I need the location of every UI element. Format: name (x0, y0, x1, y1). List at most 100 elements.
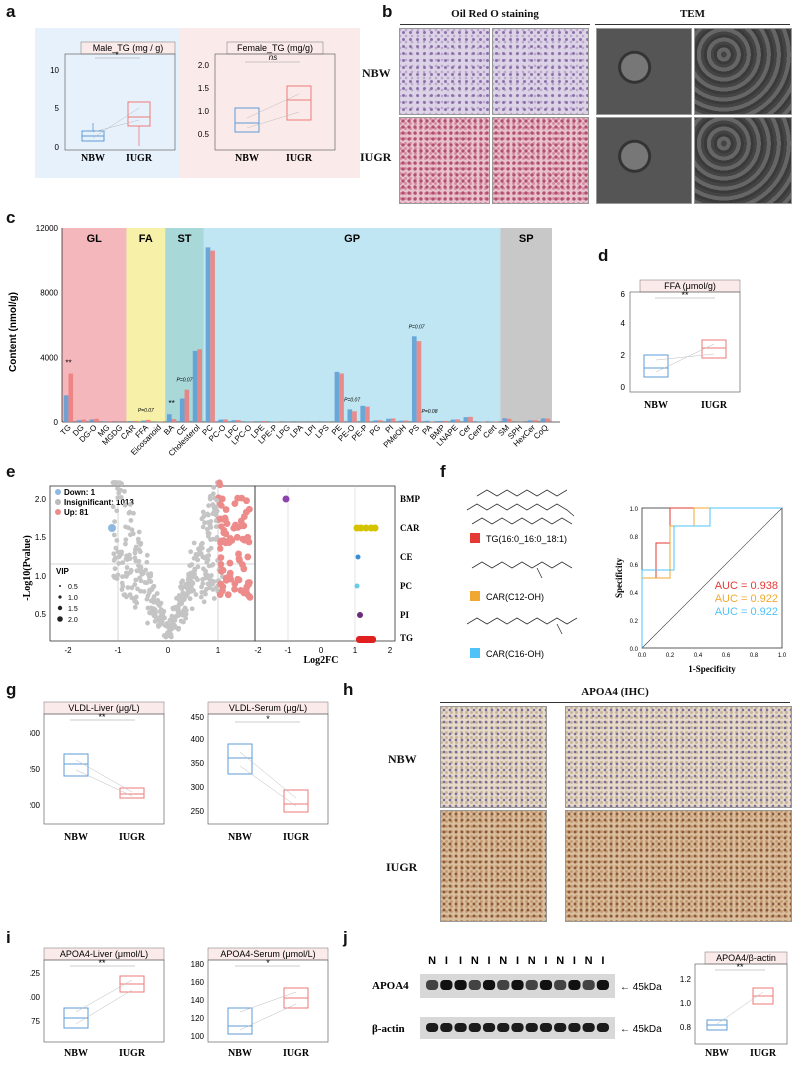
vip-level-2: 1.5 (68, 606, 78, 613)
bar-nbw-car (128, 421, 133, 422)
panel-e-svg: -Log10(Pvalue) 0.5 1.0 1.5 2.0 -2 -1 0 1… (22, 479, 420, 666)
volcano-up-point (219, 566, 227, 574)
volcano-insig-point (113, 545, 119, 551)
apoa4-band-2 (454, 980, 467, 990)
j-xlabel-iugr: IUGR (750, 1048, 777, 1059)
j-label-apoa4: APOA4 (372, 980, 409, 992)
d-box-nbw (643, 354, 669, 378)
bar-iugr-coq (545, 418, 551, 422)
ihc-iugr-low (440, 810, 547, 922)
female-ytick-0: 0.5 (198, 130, 210, 139)
volcano-ytick-2: 1.5 (35, 533, 47, 542)
panel-letter-d: d (598, 246, 609, 265)
dot-xtick-1: -1 (284, 646, 292, 655)
volcano-insig-point (181, 597, 187, 603)
d-ytick-3: 6 (621, 290, 626, 299)
g2-box-nbw (227, 743, 253, 775)
volcano-insig-point (206, 503, 212, 509)
e-xlabel: Log2FC (304, 655, 339, 666)
h-title-line (440, 702, 790, 703)
female-pair-line (246, 93, 300, 119)
g1-ytick-0: 200 (30, 801, 41, 810)
volcano-insig-point (211, 485, 217, 490)
male-box-iugr (127, 101, 151, 127)
bar-nbw-lpe (257, 421, 262, 422)
j-box-title: APOA4/β-actin (716, 953, 776, 963)
volcano-insig-point (114, 538, 120, 543)
bar-iugr-hexcer (532, 420, 538, 422)
female-frame (214, 53, 336, 151)
legend-insig: Insignificant: 1013 (64, 498, 134, 507)
volcano-insig-point (112, 575, 117, 580)
dot-ce (355, 554, 361, 560)
volcano-insig-point (154, 591, 160, 596)
volcano-points (110, 479, 254, 640)
dot-cat-pi: PI (400, 610, 409, 620)
dot-cat-ce: CE (400, 552, 413, 562)
g2-ytick-1: 300 (191, 783, 205, 792)
legend-up-dot (55, 509, 61, 515)
volcano-insig-point (133, 594, 139, 600)
apoa4-band-6 (511, 980, 524, 990)
bar-nbw-ba (166, 414, 172, 422)
volcano-insig-point (175, 605, 180, 611)
volcano-insig-point (187, 596, 193, 602)
bar-iugr-cholesterol (197, 349, 203, 422)
bar-nbw-cer (463, 417, 469, 422)
volcano-insig-point (202, 589, 208, 595)
volcano-up-point (218, 495, 226, 503)
bar-nbw-pe-o (347, 409, 353, 422)
bar-iugr-lpc (236, 420, 241, 422)
female-ytick-1: 1.0 (198, 107, 210, 116)
volcano-insig-point (205, 511, 210, 517)
male-pair-line (92, 107, 140, 139)
d-pair-line (655, 353, 715, 361)
legend-down: Down: 1 (64, 488, 96, 497)
apoa4-band-12 (596, 980, 609, 990)
apoa4-band-1 (440, 980, 453, 990)
volcano-insig-point (151, 596, 156, 602)
c-ytick: 0 (54, 418, 59, 427)
apoa4-band-5 (497, 980, 510, 990)
volcano-insig-point (200, 577, 205, 582)
volcano-insig-point (119, 587, 125, 592)
volcano-insig-point (197, 545, 203, 551)
volcano-up-point (221, 514, 229, 522)
apoa4-band-11 (582, 980, 595, 990)
tem-iugr-low (596, 117, 692, 204)
f-legend-car12: CAR(C12-OH) (486, 592, 544, 602)
j-kda1: ← 45kDa (620, 982, 662, 993)
c-ylabel: Content (nmol/g) (8, 292, 19, 372)
volcano-insig-point (193, 592, 199, 597)
female-box-nbw (234, 107, 260, 133)
dot-pi (357, 612, 363, 618)
bar-iugr-pe-o (352, 411, 357, 422)
lane-label-11: N (585, 955, 593, 967)
f-legend-tg: TG(16:0_16:0_18:1) (486, 534, 567, 544)
volcano-up-point (245, 538, 253, 546)
female-xlabel-nbw: NBW (235, 153, 259, 164)
roc-xtick-2: 0.4 (694, 653, 703, 659)
dotplot-frame (254, 485, 396, 642)
f-legend-car12-swatch (470, 591, 480, 601)
g2-title: VLDL-Serum (μg/L) (229, 703, 307, 713)
c-annotation-ce: P=0.07 (177, 378, 193, 384)
i1-xlabel-iugr: IUGR (119, 1048, 146, 1059)
j-ytick-2: 1.2 (680, 975, 692, 984)
bar-nbw-hexcer (528, 420, 533, 422)
bar-iugr-tg (68, 373, 74, 422)
i1-sig: ** (98, 958, 106, 968)
tem-iugr-high (694, 117, 792, 204)
oro-iugr-low (399, 117, 490, 204)
volcano-up-point (235, 555, 243, 563)
g1-xlabel-iugr: IUGR (119, 832, 146, 843)
d-ytick-0: 0 (621, 383, 626, 392)
volcano-insig-point (141, 589, 147, 594)
volcano-insig-point (152, 618, 158, 624)
male-ytick-0: 0 (55, 143, 60, 152)
oro-header-line (400, 24, 590, 25)
structure-car12 (471, 561, 573, 579)
i1-xlabel-nbw: NBW (64, 1048, 88, 1059)
volcano-insig-point (117, 480, 123, 485)
volcano-insig-point (169, 614, 175, 619)
